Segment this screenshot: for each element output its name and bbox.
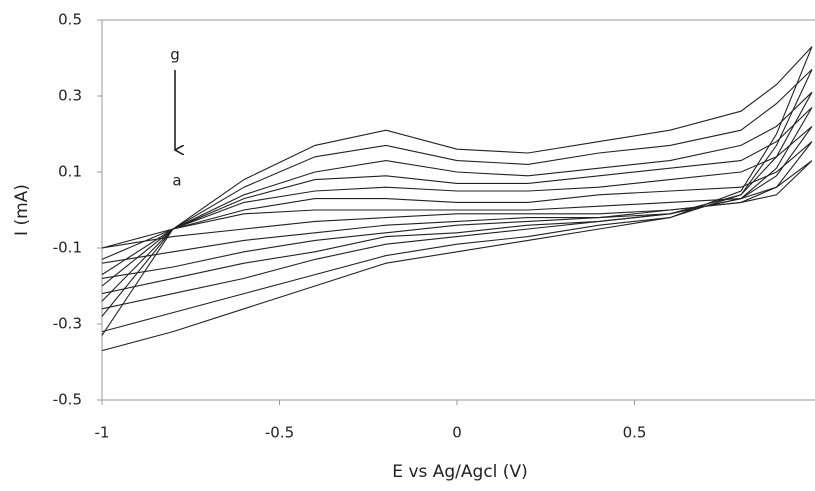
annotation: g: [170, 46, 180, 64]
y-tick-label: 0.3: [58, 87, 82, 105]
y-tick-label: -0.5: [53, 391, 82, 409]
x-tick-label: 0.5: [623, 424, 647, 442]
x-tick-label: -0.5: [265, 424, 294, 442]
cv-curve: [101, 107, 813, 295]
x-tick-label: 0: [452, 424, 462, 442]
cv-curve: [101, 141, 813, 264]
y-tick-label: -0.3: [53, 315, 82, 333]
annotation: a: [172, 172, 181, 190]
y-axis-label: I (mA): [12, 184, 32, 236]
cv-curve: [101, 91, 813, 310]
y-tick-label: -0.1: [53, 239, 82, 257]
x-axis-label: E vs Ag/Agcl (V): [392, 462, 527, 482]
y-tick-label: 0.1: [58, 163, 82, 181]
cv-curve: [101, 125, 813, 279]
y-tick-label: 0.5: [58, 11, 82, 29]
cv-curve: [101, 69, 813, 333]
cv-curve: [101, 46, 813, 352]
x-tick-label: -1: [95, 424, 110, 442]
cv-curve: [101, 160, 813, 249]
